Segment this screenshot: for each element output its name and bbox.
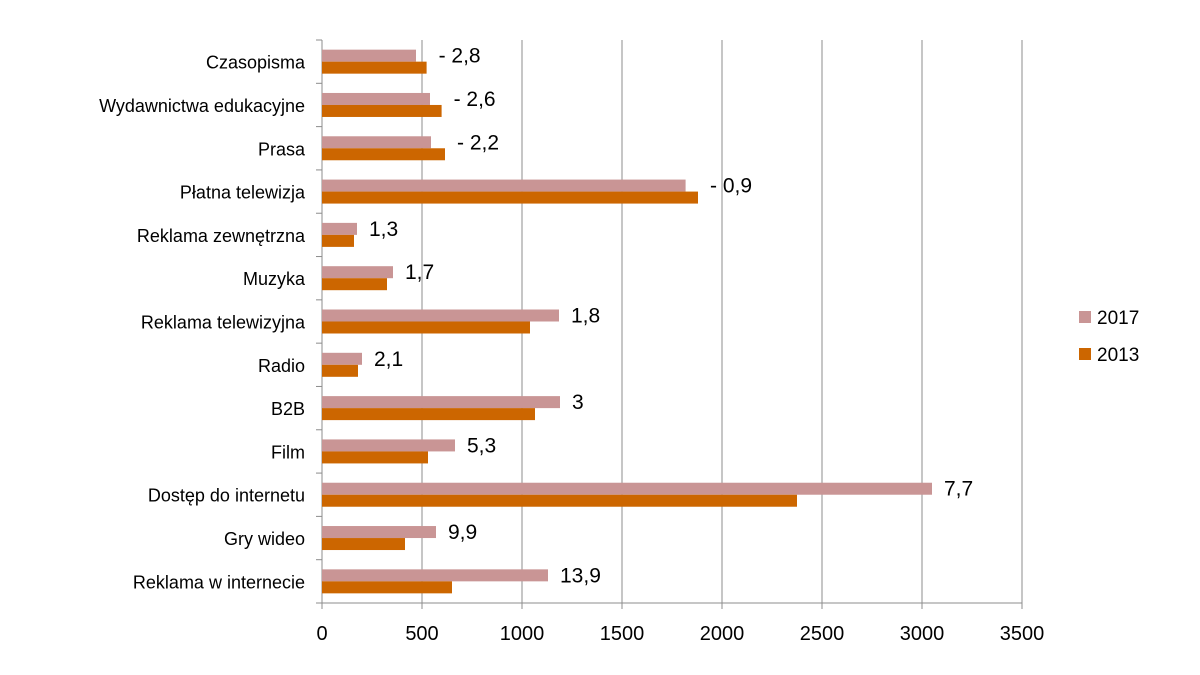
bar-2017 <box>322 136 431 149</box>
bar-2017 <box>322 439 455 452</box>
data-label: - 2,8 <box>439 45 481 68</box>
bar-2013 <box>322 494 797 507</box>
x-tick-label: 3000 <box>900 623 945 645</box>
legend-item-2013[interactable]: 2013 <box>1097 345 1139 366</box>
bar-2017 <box>322 526 436 539</box>
bar-2017 <box>322 49 416 62</box>
x-tick-label: 500 <box>405 623 438 645</box>
category-label: Film <box>271 442 305 462</box>
category-label: Dostęp do internetu <box>148 486 305 506</box>
data-label: 3 <box>572 391 584 414</box>
bar-2017 <box>322 179 686 192</box>
bar-2013 <box>322 61 427 74</box>
bar-2013 <box>322 538 405 551</box>
bar-2017 <box>322 352 362 365</box>
x-tick-label: 2000 <box>700 623 745 645</box>
category-label: Reklama zewnętrzna <box>137 226 306 246</box>
category-label: Płatna telewizja <box>180 183 306 203</box>
bar-2013 <box>322 191 698 204</box>
bar-2013 <box>322 321 530 334</box>
data-label: - 2,6 <box>454 88 496 111</box>
category-label: Reklama w internecie <box>133 572 305 592</box>
data-label: - 0,9 <box>710 175 752 198</box>
bar-2017 <box>322 482 932 495</box>
legend-swatch-2017 <box>1079 311 1091 323</box>
category-label: Radio <box>258 356 305 376</box>
x-tick-label: 1000 <box>500 623 545 645</box>
category-label: Czasopisma <box>206 53 306 73</box>
bar-2017 <box>322 266 393 279</box>
data-label: 1,7 <box>405 261 434 284</box>
bar-2013 <box>322 104 442 117</box>
category-label: Wydawnictwa edukacyjne <box>99 96 305 116</box>
category-label: Muzyka <box>243 269 306 289</box>
bar-2013 <box>322 581 452 594</box>
bar-2013 <box>322 408 535 421</box>
bar-2017 <box>322 309 559 322</box>
category-label: Gry wideo <box>224 529 305 549</box>
x-tick-label: 1500 <box>600 623 645 645</box>
legend-swatch-2013 <box>1079 348 1091 360</box>
data-label: 2,1 <box>374 348 403 371</box>
category-label: Prasa <box>258 139 306 159</box>
legend-item-2017[interactable]: 2017 <box>1097 308 1139 329</box>
bar-2017 <box>322 569 548 582</box>
data-label: 13,9 <box>560 564 601 587</box>
data-label: 9,9 <box>448 521 477 544</box>
category-label: B2B <box>271 399 305 419</box>
bar-2013 <box>322 148 445 161</box>
data-label: 7,7 <box>944 478 973 501</box>
bar-2013 <box>322 278 387 291</box>
bar-2017 <box>322 396 560 409</box>
x-tick-label: 3500 <box>1000 623 1045 645</box>
bar-2017 <box>322 222 357 235</box>
x-tick-label: 2500 <box>800 623 845 645</box>
bar-2013 <box>322 364 358 377</box>
data-label: - 2,2 <box>457 131 499 154</box>
bar-2013 <box>322 234 354 247</box>
category-label: Reklama telewizyjna <box>141 313 306 333</box>
x-tick-label: 0 <box>316 623 327 645</box>
data-label: 1,8 <box>571 305 600 328</box>
bar-2017 <box>322 92 430 105</box>
bar-2013 <box>322 451 428 464</box>
data-label: 5,3 <box>467 434 496 457</box>
data-label: 1,3 <box>369 218 398 241</box>
